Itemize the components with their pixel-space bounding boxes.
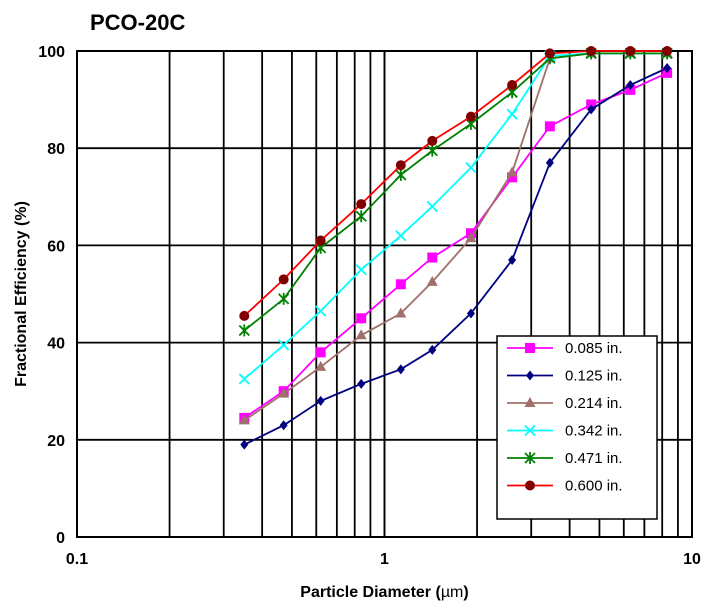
data-point (279, 420, 288, 431)
legend-marker (524, 424, 536, 437)
data-point (357, 378, 366, 389)
series-5 (238, 47, 673, 337)
data-point (315, 360, 327, 371)
y-tick-label: 40 (47, 336, 65, 353)
x-axis-label-unit: µm (441, 584, 464, 601)
legend-marker (524, 397, 536, 407)
x-tick-label: 10 (683, 551, 701, 568)
data-point (466, 308, 475, 319)
data-point (278, 292, 290, 305)
legend-label: 0.125 in. (565, 368, 623, 385)
data-point (465, 111, 476, 122)
x-tick-label: 0.1 (66, 551, 88, 568)
legend-marker (526, 370, 534, 381)
data-point (465, 232, 477, 243)
data-point (278, 274, 289, 285)
data-point (544, 121, 555, 132)
data-point (465, 162, 477, 174)
data-point (395, 279, 406, 290)
data-point (278, 387, 290, 398)
data-point (506, 166, 518, 177)
data-point (508, 254, 517, 265)
data-point (625, 46, 636, 56)
y-tick-label: 100 (38, 44, 65, 61)
legend-entry: 0.125 in. (507, 368, 623, 385)
legend-entry: 0.214 in. (507, 395, 623, 412)
legend-label: 0.600 in. (565, 478, 623, 495)
data-point (506, 108, 518, 120)
data-point (587, 104, 596, 115)
data-point (427, 135, 438, 146)
y-tick-label: 80 (47, 141, 65, 158)
legend-marker (525, 343, 535, 353)
data-point (315, 305, 327, 317)
data-point (315, 347, 326, 358)
data-point (395, 307, 407, 318)
data-point (238, 373, 250, 385)
legend: 0.085 in. 0.125 in. 0.214 in. 0.342 in. 0.47… (496, 335, 658, 520)
data-point (507, 172, 518, 183)
series-2 (240, 63, 672, 450)
data-point (586, 46, 597, 56)
data-point (356, 313, 367, 324)
legend-entry: 0.085 in. (507, 340, 623, 357)
data-point (239, 310, 250, 321)
x-axis-label: Particle Diameter (µm) (300, 584, 468, 601)
legend-entry: 0.600 in. (507, 478, 623, 495)
series-6 (239, 46, 673, 321)
x-axis-label-prefix: Particle Diameter ( (300, 584, 441, 601)
data-point (238, 324, 250, 337)
data-point (426, 200, 438, 213)
data-point (428, 344, 437, 355)
data-point (662, 46, 673, 56)
data-point (545, 157, 554, 168)
legend-label: 0.214 in. (565, 395, 623, 412)
y-tick-label: 20 (47, 433, 65, 450)
legend-label: 0.342 in. (565, 423, 623, 440)
series-line (243, 72, 668, 419)
data-series (238, 46, 673, 450)
legend-entry: 0.471 in. (507, 450, 623, 467)
series-line (243, 50, 668, 317)
legend-entry: 0.342 in. (507, 423, 623, 440)
legend-label: 0.085 in. (565, 340, 623, 357)
data-point (238, 414, 250, 425)
data-point (544, 48, 555, 59)
data-point (427, 252, 438, 263)
x-tick-label: 1 (380, 551, 389, 568)
data-point (395, 168, 407, 181)
x-axis-label-suffix: ) (463, 584, 468, 601)
data-point (663, 63, 672, 74)
data-point (316, 395, 325, 406)
data-point (240, 439, 249, 450)
data-point (278, 339, 290, 351)
data-point (395, 160, 406, 171)
y-tick-label: 0 (56, 530, 65, 547)
data-point (426, 275, 438, 286)
y-axis-label: Fractional Efficiency (%) (13, 201, 30, 387)
chart-title: PCO-20C (90, 10, 185, 35)
legend-marker (524, 452, 536, 464)
data-point (355, 210, 367, 223)
series-line (243, 52, 668, 332)
data-point (426, 144, 438, 157)
data-point (356, 199, 367, 210)
data-point (355, 264, 367, 276)
series-line (243, 67, 668, 446)
legend-label: 0.471 in. (565, 450, 623, 467)
plot-area (76, 50, 693, 538)
data-point (396, 364, 405, 375)
data-point (355, 329, 367, 340)
data-point (315, 235, 326, 246)
legend-marker (525, 480, 535, 491)
data-point (626, 80, 635, 91)
data-point (507, 80, 518, 91)
y-tick-label: 60 (47, 238, 65, 255)
data-point (395, 230, 407, 242)
legend-box (496, 335, 658, 520)
